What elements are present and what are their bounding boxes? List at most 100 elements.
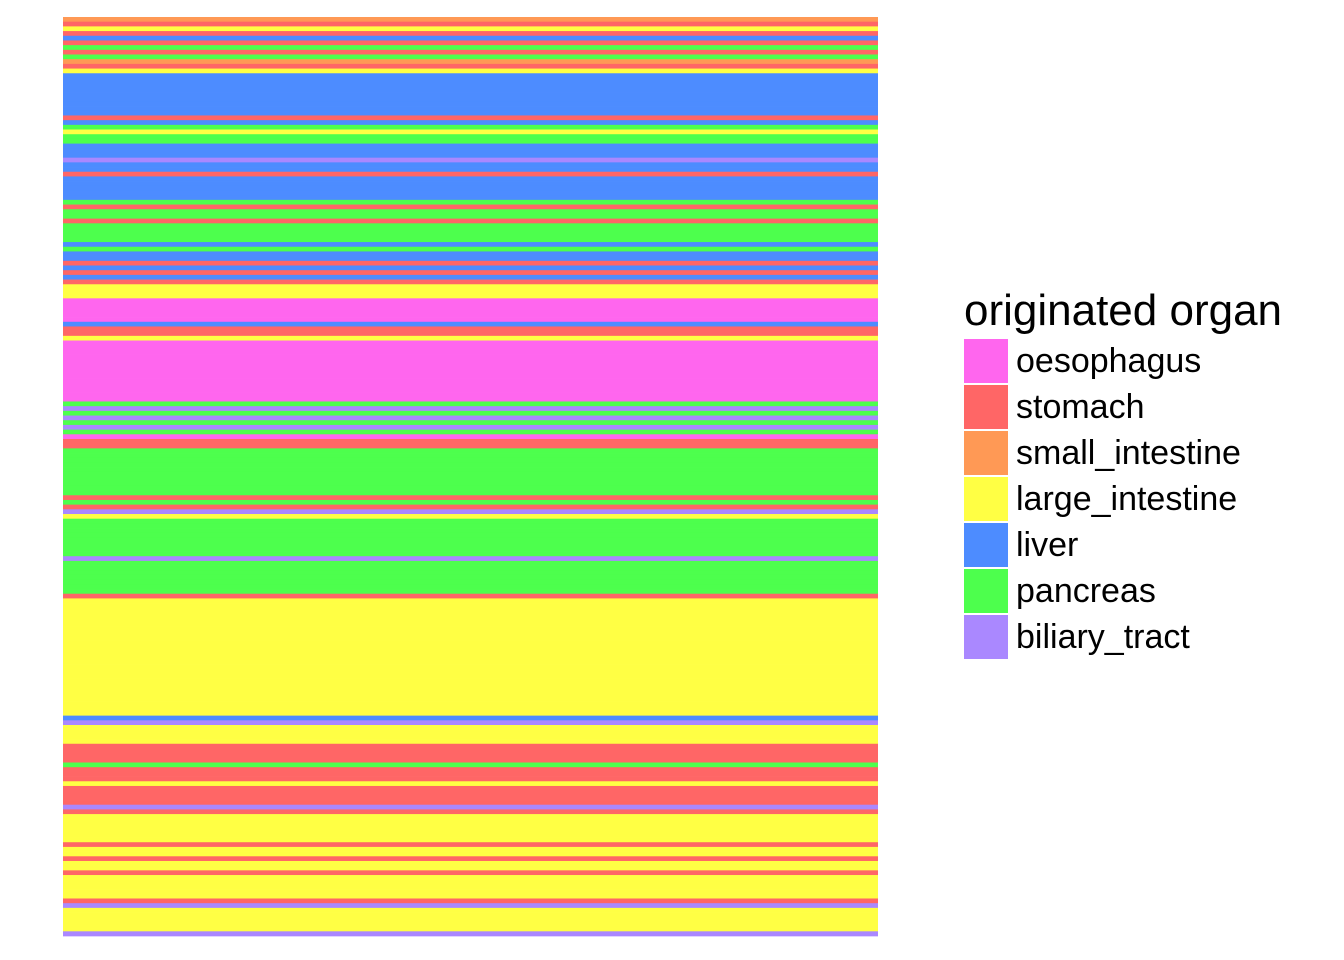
heatmap-cell-25: [63, 134, 878, 140]
heatmap-cell-90: [63, 438, 878, 445]
legend-swatch: [964, 339, 1008, 383]
heatmap-cell-126: [63, 607, 878, 613]
heatmap-cell-52: [63, 260, 878, 266]
legend-items: oesophagus stomach small_intestine large_in…: [964, 338, 1282, 660]
heatmap-cell-185: [63, 884, 878, 890]
legend-label: large_intestine: [1016, 479, 1238, 518]
heatmap-cell-86: [63, 420, 878, 426]
heatmap-cell-81: [63, 396, 878, 402]
heatmap-cell-159: [63, 762, 878, 768]
heatmap-cell-190: [63, 907, 878, 913]
heatmap-cell-51: [63, 256, 878, 262]
heatmap-cell-145: [63, 696, 878, 702]
legend-swatch: [964, 431, 1008, 475]
heatmap-cell-100: [63, 485, 878, 491]
heatmap-cell-75: [63, 368, 878, 374]
heatmap-cell-187: [63, 893, 878, 899]
heatmap-cell-173: [63, 828, 878, 834]
heatmap-cell-11: [63, 68, 878, 74]
legend-label: small_intestine: [1016, 433, 1241, 472]
heatmap-cell-84: [63, 410, 878, 416]
heatmap-cell-6: [63, 45, 878, 51]
heatmap-cell-24: [63, 129, 878, 135]
heatmap-cell-113: [63, 546, 878, 552]
heatmap-cell-34: [63, 176, 878, 182]
legend-swatch: [964, 477, 1008, 521]
heatmap-cell-49: [63, 246, 878, 252]
heatmap-cell-21: [63, 115, 878, 121]
heatmap-cell-156: [63, 748, 878, 754]
heatmap-cell-183: [63, 875, 878, 881]
heatmap-cell-59: [63, 293, 878, 299]
heatmap-cell-61: [63, 303, 878, 309]
heatmap-cell-112: [63, 542, 878, 548]
heatmap-cell-128: [63, 617, 878, 623]
heatmap-cell-149: [63, 715, 878, 721]
heatmap-cell-147: [63, 706, 878, 712]
heatmap-cell-19: [63, 106, 878, 112]
heatmap-cell-184: [63, 879, 878, 885]
heatmap-cell-57: [63, 284, 878, 290]
heatmap-cell-131: [63, 631, 878, 637]
heatmap-cell-106: [63, 514, 878, 520]
heatmap-cell-158: [63, 757, 878, 763]
heatmap-cell-43: [63, 218, 878, 224]
heatmap-cell-141: [63, 678, 878, 684]
heatmap-cell-72: [63, 354, 878, 360]
legend-item-biliary-tract: biliary_tract: [964, 614, 1282, 660]
heatmap-cell-118: [63, 570, 878, 576]
heatmap-cell-107: [63, 518, 878, 524]
heatmap-cell-139: [63, 668, 878, 674]
heatmap-cell-148: [63, 710, 878, 716]
heatmap-cell-88: [63, 429, 878, 435]
heatmap-cell-176: [63, 842, 878, 848]
heatmap-cell-144: [63, 692, 878, 698]
heatmap-cell-95: [63, 462, 878, 468]
legend-item-liver: liver: [964, 522, 1282, 568]
heatmap-cell-142: [63, 682, 878, 688]
heatmap-cell-150: [63, 720, 878, 726]
heatmap-cell-188: [63, 898, 878, 904]
heatmap-cell-3: [63, 31, 878, 37]
heatmap-cell-12: [63, 73, 878, 79]
heatmap-cell-80: [63, 392, 878, 398]
heatmap-cell-82: [63, 401, 878, 407]
heatmap-cell-46: [63, 232, 878, 238]
heatmap-cell-1: [63, 21, 878, 27]
heatmap-cell-63: [63, 312, 878, 318]
heatmap-cell-37: [63, 190, 878, 196]
heatmap-cell-114: [63, 551, 878, 557]
heatmap-cell-168: [63, 804, 878, 810]
heatmap-cell-119: [63, 574, 878, 581]
legend-item-oesophagus: oesophagus: [964, 338, 1282, 384]
heatmap-cell-56: [63, 279, 878, 285]
heatmap-cell-138: [63, 664, 878, 670]
heatmap-cell-73: [63, 359, 878, 365]
heatmap-cell-178: [63, 851, 878, 857]
legend-item-pancreas: pancreas: [964, 568, 1282, 614]
legend-swatch: [964, 385, 1008, 429]
heatmap-cell-70: [63, 345, 878, 351]
heatmap-cell-42: [63, 213, 878, 219]
heatmap-cell-137: [63, 659, 878, 665]
heatmap-cell-186: [63, 889, 878, 895]
heatmap-cell-78: [63, 382, 878, 388]
heatmap-cell-102: [63, 495, 878, 501]
heatmap-cell-69: [63, 340, 878, 346]
legend-item-small-intestine: small_intestine: [964, 430, 1282, 476]
heatmap-cell-50: [63, 251, 878, 257]
heatmap-cell-30: [63, 157, 878, 163]
heatmap-cell-4: [63, 35, 878, 41]
heatmap-cell-26: [63, 138, 878, 144]
heatmap-cell-79: [63, 387, 878, 393]
heatmap-cell-105: [63, 509, 878, 515]
heatmap-cell-94: [63, 457, 878, 463]
heatmap-cell-129: [63, 621, 878, 627]
heatmap-cell-193: [63, 921, 878, 927]
heatmap-cell-55: [63, 274, 878, 280]
legend-label: pancreas: [1016, 571, 1156, 610]
heatmap-cell-155: [63, 743, 878, 749]
heatmap-cell-44: [63, 223, 878, 229]
heatmap-cell-33: [63, 171, 878, 177]
heatmap-cell-71: [63, 349, 878, 355]
